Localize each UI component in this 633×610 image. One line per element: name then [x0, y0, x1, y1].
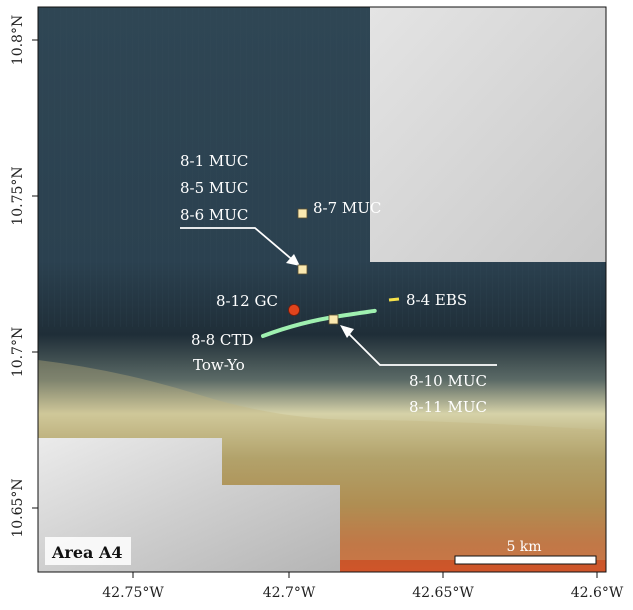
no-data-area-northeast	[370, 7, 606, 262]
lat-tick-label: 10.8°N	[10, 15, 26, 65]
scale-bar-label: 5 km	[506, 539, 541, 555]
callout-line-group-1	[180, 227, 296, 263]
site-label: 8-12 GC	[216, 292, 278, 310]
longitude-axis: 42.75°W 42.7°W 42.65°W 42.6°W	[102, 572, 624, 601]
callout-lines	[180, 227, 497, 366]
area-label: Area A4	[51, 543, 123, 562]
site-label: 8-7 MUC	[313, 199, 381, 217]
area-label-box	[45, 537, 131, 565]
site-label: 8-10 MUC	[409, 372, 487, 390]
lat-tick-label: 10.65°N	[10, 478, 26, 537]
site-label: 8-1 MUC	[180, 152, 248, 170]
scale-bar: 5 km	[454, 539, 597, 565]
lon-tick-label: 42.6°W	[571, 585, 624, 601]
muc-marker-group-2	[328, 314, 339, 325]
latitude-axis: 10.8°N 10.75°N 10.7°N 10.65°N	[10, 15, 38, 538]
site-label: 8-8 CTD	[191, 331, 253, 349]
ctd-tow-yo-track	[261, 308, 377, 338]
site-label: 8-4 EBS	[406, 291, 467, 309]
muc-marker-group-1	[297, 264, 308, 275]
lat-tick-label: 10.7°N	[10, 327, 26, 377]
map-canvas	[37, 6, 607, 573]
site-label: 8-11 MUC	[409, 398, 487, 416]
gc-marker-8-12	[288, 304, 300, 316]
lon-tick-label: 42.7°W	[263, 585, 316, 601]
arrow-head-icon	[286, 254, 300, 266]
callout-line-group-2	[344, 329, 497, 366]
ebs-marker-8-4	[388, 297, 400, 302]
lat-tick-label: 10.75°N	[10, 166, 26, 225]
lon-tick-label: 42.65°W	[412, 585, 474, 601]
site-label: 8-6 MUC	[180, 206, 248, 224]
scale-bar-rect	[454, 555, 597, 565]
lon-tick-label: 42.75°W	[102, 585, 164, 601]
map-border	[37, 6, 607, 573]
arrow-head-icon	[340, 325, 354, 338]
site-label: 8-5 MUC	[180, 179, 248, 197]
muc-marker-8-7	[297, 208, 308, 219]
site-label: Tow-Yo	[193, 356, 245, 374]
